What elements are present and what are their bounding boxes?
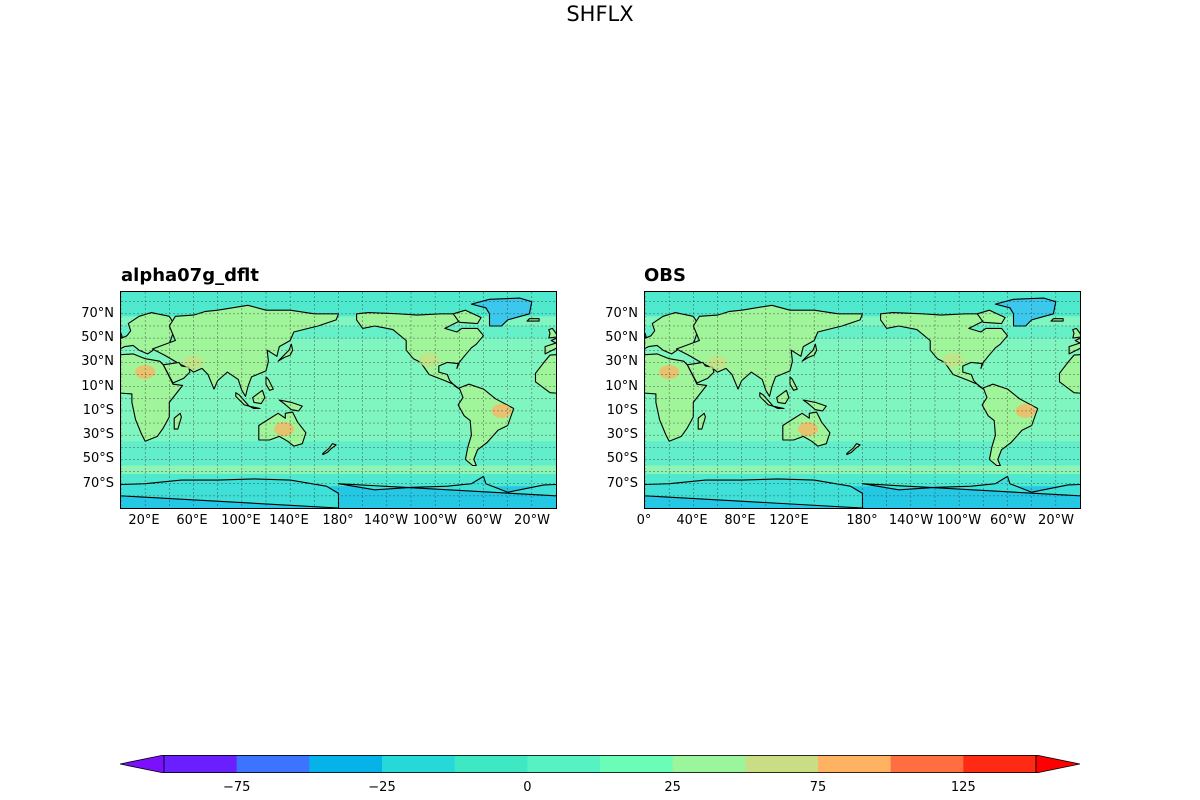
lat-tick-label: 70°S bbox=[606, 475, 638, 491]
lon-tick-label: 100°W bbox=[412, 513, 458, 528]
lon-tick-label: 100°W bbox=[936, 513, 982, 528]
colorbar-segment bbox=[236, 755, 310, 773]
lon-tick-label: 140°E bbox=[269, 513, 309, 528]
lat-tick-label: 50°S bbox=[82, 451, 114, 467]
colorbar-segment bbox=[382, 755, 456, 773]
lon-tick-label: 20°W bbox=[514, 513, 550, 528]
figure-title: SHFLX bbox=[566, 2, 634, 26]
colorbar bbox=[119, 754, 1081, 774]
colorbar-segment bbox=[890, 755, 964, 773]
lat-tick-label: 10°S bbox=[606, 402, 638, 418]
lat-tick-label: 50°S bbox=[606, 451, 638, 467]
lat-tick-label: 10°N bbox=[81, 378, 114, 394]
lon-tick-label: 80°E bbox=[724, 513, 756, 528]
lat-tick-label: 50°N bbox=[605, 330, 638, 346]
map-model bbox=[120, 291, 557, 509]
lat-tick-label: 10°S bbox=[82, 402, 114, 418]
lon-tick-label: 180° bbox=[846, 513, 878, 528]
colorbar-segment bbox=[527, 755, 601, 773]
lat-tick-label: 10°N bbox=[605, 378, 638, 394]
colorbar-tick-label: −25 bbox=[368, 780, 396, 795]
lat-tick-label: 70°S bbox=[82, 475, 114, 491]
lat-tick-label: 50°N bbox=[81, 330, 114, 346]
lat-tick-label: 70°N bbox=[81, 305, 114, 321]
lon-tick-label: 20°E bbox=[128, 513, 160, 528]
lat-tick-label: 30°N bbox=[81, 354, 114, 370]
panel-title-model: alpha07g_dflt bbox=[121, 265, 259, 286]
lon-tick-label: 0° bbox=[636, 513, 652, 528]
colorbar-tick-label: −75 bbox=[222, 780, 251, 795]
lat-tick-label: 30°S bbox=[606, 427, 638, 443]
colorbar-extend-low bbox=[119, 754, 165, 774]
colorbar-segment bbox=[600, 755, 674, 773]
lon-tick-label: 60°W bbox=[990, 513, 1026, 528]
colorbar-segment bbox=[963, 755, 1037, 773]
lat-tick-label: 70°N bbox=[605, 305, 638, 321]
colorbar-tick-label: 125 bbox=[950, 780, 976, 795]
colorbar-segment bbox=[454, 755, 528, 773]
lon-tick-label: 140°W bbox=[888, 513, 934, 528]
lat-tick-label: 30°S bbox=[82, 427, 114, 443]
colorbar-tick-label: 75 bbox=[809, 780, 827, 795]
colorbar-segment bbox=[818, 755, 892, 773]
colorbar-tick-label: 0 bbox=[523, 780, 532, 795]
lon-tick-label: 60°W bbox=[466, 513, 502, 528]
lon-tick-label: 180° bbox=[322, 513, 354, 528]
lon-tick-label: 120°E bbox=[769, 513, 809, 528]
lon-tick-label: 60°E bbox=[176, 513, 208, 528]
lat-tick-label: 30°N bbox=[605, 354, 638, 370]
colorbar-segment bbox=[672, 755, 746, 773]
map-obs bbox=[644, 291, 1081, 509]
colorbar-extend-high bbox=[1035, 754, 1081, 774]
lon-tick-label: 140°W bbox=[363, 513, 409, 528]
lon-tick-label: 20°W bbox=[1038, 513, 1074, 528]
colorbar-tick-label: 25 bbox=[664, 780, 681, 795]
lon-tick-label: 100°E bbox=[221, 513, 261, 528]
colorbar-segment bbox=[164, 755, 238, 773]
lon-tick-label: 40°E bbox=[676, 513, 708, 528]
panel-title-obs: OBS bbox=[644, 265, 686, 286]
colorbar-segment bbox=[309, 755, 383, 773]
colorbar-segment bbox=[745, 755, 819, 773]
